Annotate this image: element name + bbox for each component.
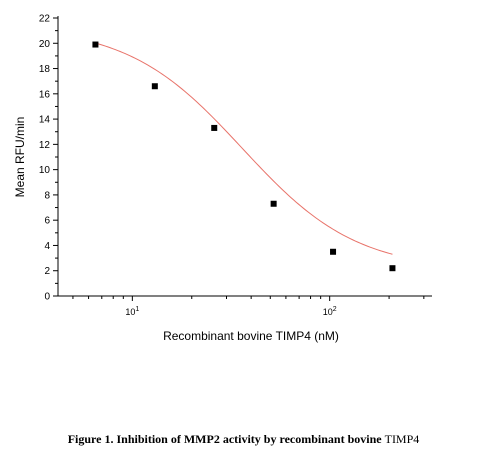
y-tick-label-22: 22	[39, 14, 51, 25]
x-tick-label-10-2: 102	[323, 306, 337, 317]
y-tick-label-4: 4	[44, 241, 50, 252]
data-point-1	[92, 41, 99, 48]
x-tick-labels: 101 102	[125, 306, 336, 317]
y-axis-title: Mean RFU/min	[13, 117, 27, 198]
y-tick-label-12: 12	[39, 140, 51, 151]
y-tick-labels: 0 2 4 6 8 10 12 14 16 18 20 22	[39, 14, 51, 303]
x-ticks	[72, 296, 425, 301]
y-ticks	[53, 17, 58, 297]
data-point-3	[211, 124, 218, 131]
y-tick-label-16: 16	[39, 89, 51, 100]
y-tick-label-10: 10	[39, 165, 51, 176]
y-tick-label-0: 0	[44, 292, 50, 303]
data-point-2	[151, 83, 158, 90]
y-tick-label-14: 14	[39, 115, 51, 126]
y-tick-label-2: 2	[44, 266, 50, 277]
caption-bold-text: Figure 1. Inhibition of MMP2 activity by…	[67, 432, 385, 446]
y-tick-label-8: 8	[44, 190, 50, 201]
y-tick-label-6: 6	[44, 216, 50, 227]
data-point-6	[389, 265, 396, 272]
data-point-5	[330, 248, 337, 255]
figure-caption: Figure 1. Inhibition of MMP2 activity by…	[0, 432, 487, 447]
data-points	[92, 41, 396, 272]
y-tick-label-20: 20	[39, 39, 51, 50]
caption-normal-text: TIMP4	[384, 432, 420, 446]
y-tick-label-18: 18	[39, 64, 51, 75]
fit-curve	[95, 42, 393, 255]
x-tick-label-10-1: 101	[125, 306, 139, 317]
x-axis-title: Recombinant bovine TIMP4 (nM)	[163, 329, 339, 343]
data-point-4	[270, 200, 277, 207]
